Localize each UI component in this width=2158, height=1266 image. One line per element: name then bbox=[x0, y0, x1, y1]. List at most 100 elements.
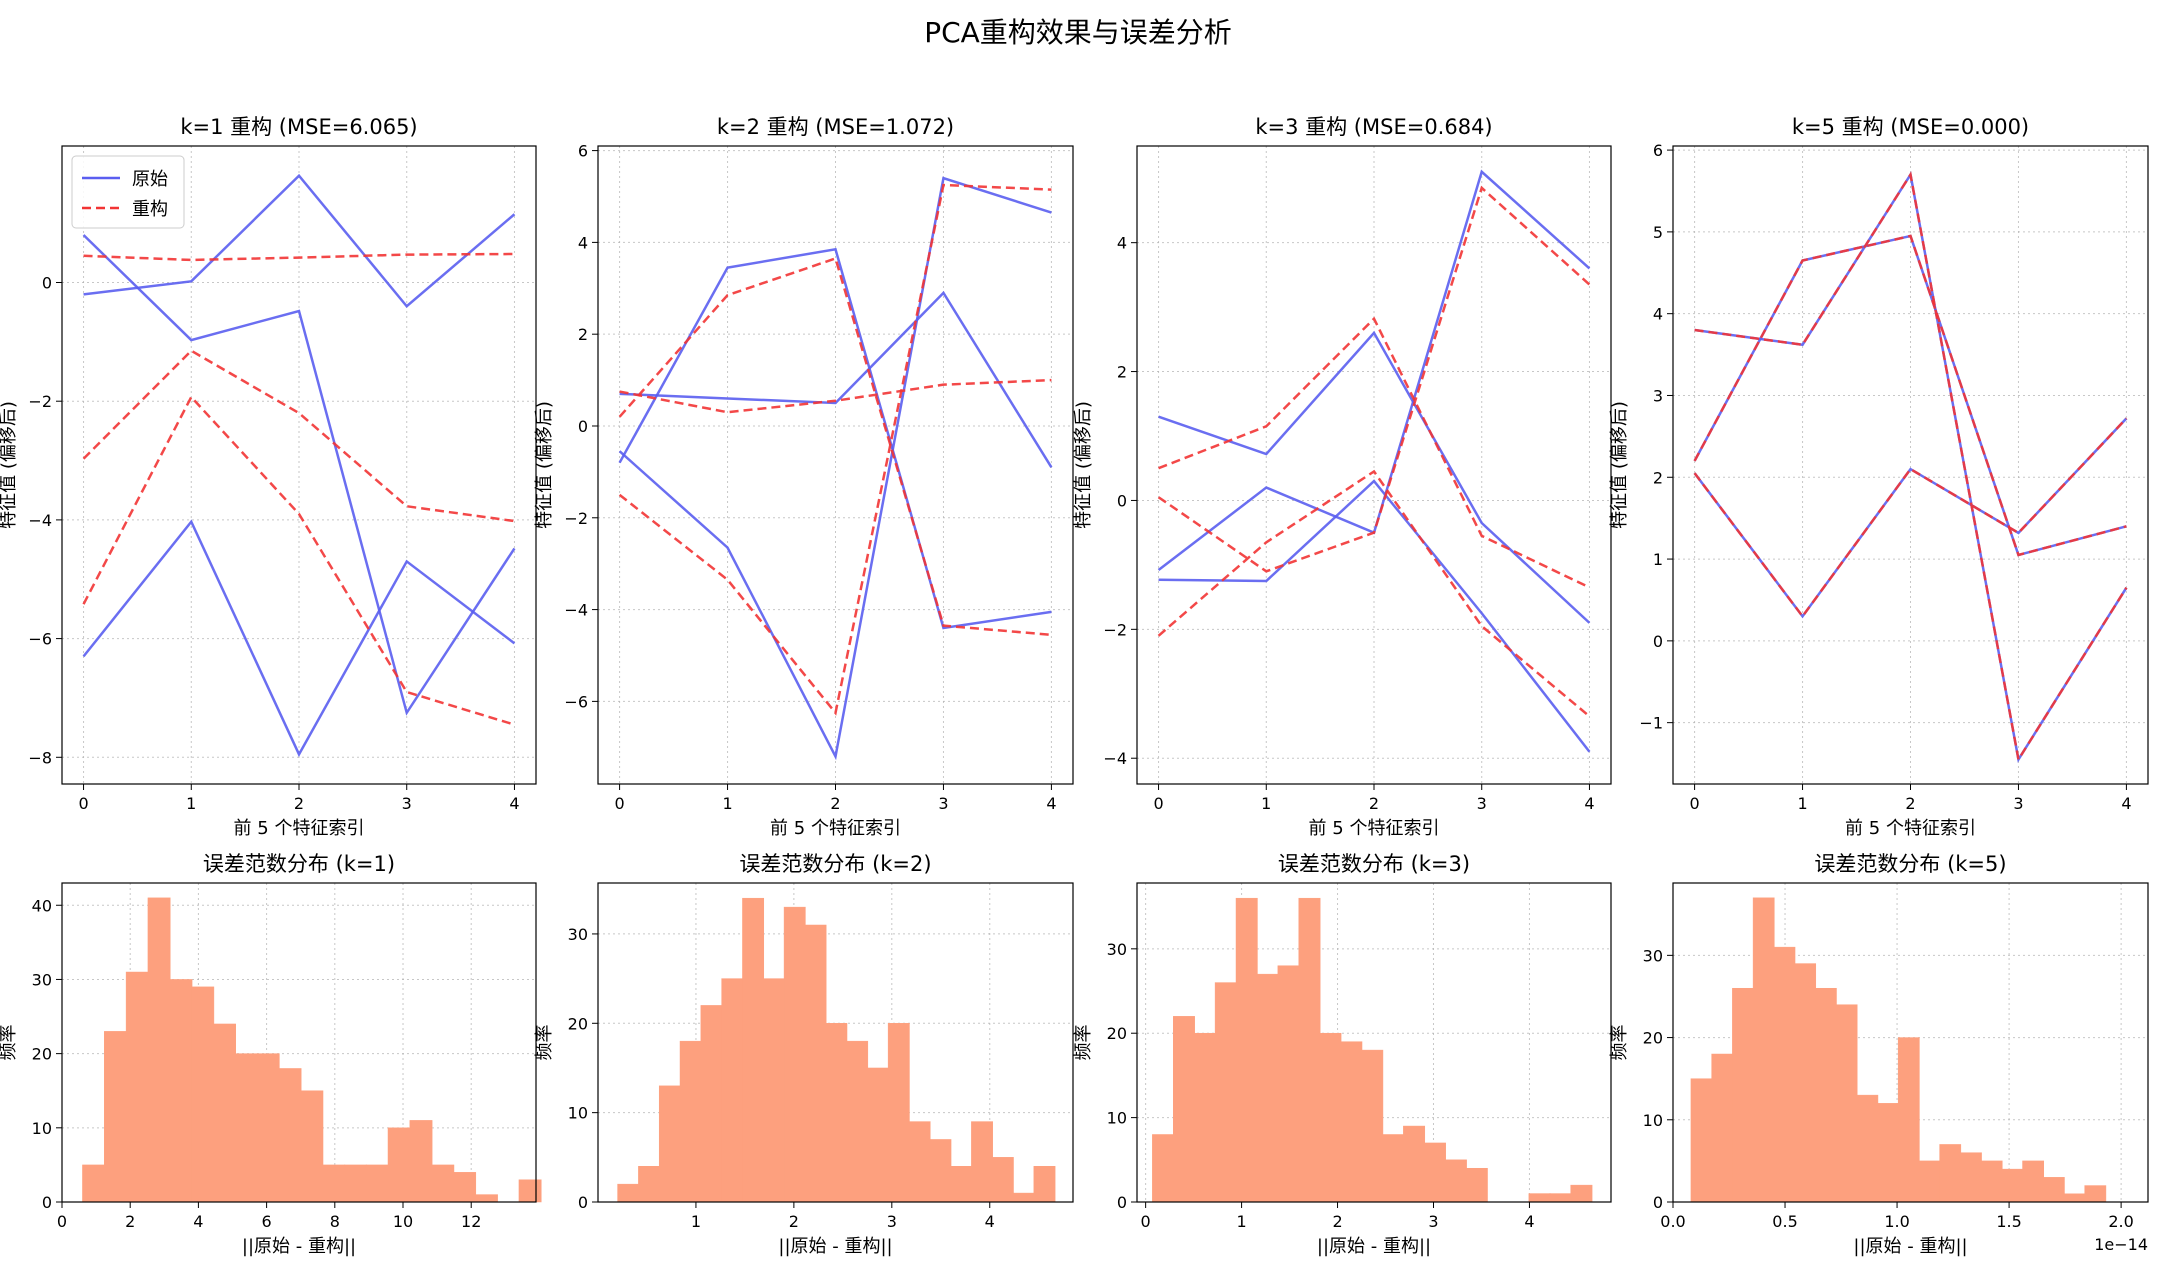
hist-bar-2 bbox=[638, 1166, 660, 1203]
x-tick-label: 3 bbox=[938, 794, 948, 813]
axes-frame bbox=[1672, 882, 2149, 1203]
x-tick-label: 2 bbox=[294, 794, 304, 813]
y-tick-label: 20 bbox=[1643, 1029, 1663, 1048]
y-tick-label: 5 bbox=[1653, 223, 1663, 242]
x-tick-label: 0 bbox=[1689, 794, 1699, 813]
hist-bar-16 bbox=[409, 1120, 433, 1203]
x-tick-label: 1 bbox=[186, 794, 196, 813]
y-axis-label: 频率 bbox=[534, 1025, 555, 1061]
y-tick-label: −2 bbox=[1103, 620, 1127, 639]
reconstructed-line-5 bbox=[1157, 185, 1591, 573]
y-tick-label: −4 bbox=[1103, 749, 1127, 768]
x-tick-label: 3 bbox=[2013, 794, 2023, 813]
y-axis-label: 特征值 (偏移后) bbox=[1609, 401, 1630, 529]
subplot-6: 1 2 3 4 0 10 20 30 误差范数分布 (k=2) ||原始 - 重构|| 频率 bbox=[534, 852, 1074, 1257]
x-tick-label: 3 bbox=[887, 1212, 897, 1231]
x-tick-label: 2 bbox=[1369, 794, 1379, 813]
subplot-5: 0 2 4 6 8 10 12 0 10 20 30 40 误差范数分布 (k=1) ||原始 - 重构|… bbox=[0, 852, 542, 1257]
hist-bar-17 bbox=[950, 1166, 973, 1203]
x-axis-label: ||原始 - 重构|| bbox=[1853, 1236, 1967, 1257]
y-tick-label: 0 bbox=[42, 1193, 52, 1212]
y-tick-label: 20 bbox=[32, 1045, 52, 1064]
subplot-title: 误差范数分布 (k=1) bbox=[203, 852, 395, 876]
subplot-title: 误差范数分布 (k=2) bbox=[739, 852, 931, 876]
y-tick-label: 20 bbox=[1107, 1024, 1127, 1043]
hist-bar-4 bbox=[147, 897, 171, 1203]
figure-suptitle: PCA重构效果与误差分析 bbox=[924, 16, 1232, 49]
y-tick-label: 10 bbox=[1107, 1109, 1127, 1128]
hist-bar-15 bbox=[387, 1127, 411, 1203]
hist-bar-13 bbox=[1939, 1144, 1962, 1203]
hist-bar-15 bbox=[908, 1121, 931, 1203]
y-axis-label: 特征值 (偏移后) bbox=[534, 401, 555, 529]
subplot-title: 误差范数分布 (k=3) bbox=[1278, 852, 1470, 876]
x-tick-label: 0 bbox=[1153, 794, 1163, 813]
hist-bar-1 bbox=[617, 1183, 640, 1203]
y-tick-label: 2 bbox=[1117, 363, 1127, 382]
hist-bar-14 bbox=[365, 1164, 389, 1203]
subplot-8: 0.0 0.5 1.0 1.5 2.0 0 10 20 30 误差范数分布 (k=5) ||原始 -… bbox=[1609, 852, 2149, 1257]
x-tick-label: 1 bbox=[1261, 794, 1271, 813]
original-line-1 bbox=[619, 290, 1053, 468]
x-tick-label: 1 bbox=[1236, 1212, 1246, 1231]
x-axis-label: 前 5 个特征索引 bbox=[234, 818, 365, 839]
hist-bar-18 bbox=[453, 1172, 477, 1203]
y-tick-label: 0 bbox=[1653, 1193, 1663, 1212]
hist-bar-17 bbox=[2022, 1160, 2045, 1203]
hist-bar-19 bbox=[475, 1194, 498, 1203]
x-tick-label: 1 bbox=[1797, 794, 1807, 813]
x-tick-label: 8 bbox=[330, 1212, 340, 1231]
hist-bar-14 bbox=[1424, 1142, 1446, 1203]
x-tick-label: 1 bbox=[691, 1212, 701, 1231]
subplot-4: 0 1 2 3 4 6 5 4 3 2 1 0 −1 k=5 重构 (MSE=0.000) 前 5 个特征索… bbox=[1609, 115, 2149, 839]
hist-bar-4 bbox=[1214, 982, 1237, 1203]
x-tick-label: 0 bbox=[57, 1212, 67, 1231]
x-tick-label: 2 bbox=[789, 1212, 799, 1231]
hist-bar-2 bbox=[104, 1031, 127, 1203]
x-tick-label: 2 bbox=[1905, 794, 1915, 813]
y-tick-label: 0 bbox=[42, 274, 52, 293]
legend-label-original: 原始 bbox=[132, 169, 168, 190]
hist-bar-11 bbox=[1897, 1037, 1920, 1203]
hist-bar-10 bbox=[804, 924, 827, 1203]
hist-bar-14 bbox=[1960, 1152, 1982, 1203]
y-tick-label: 10 bbox=[32, 1119, 52, 1138]
reconstructed-line-4 bbox=[619, 378, 1052, 414]
hist-bar-10 bbox=[1340, 1041, 1363, 1203]
hist-bar-6 bbox=[191, 986, 215, 1203]
y-tick-label: 40 bbox=[32, 896, 52, 915]
hist-bar-3 bbox=[1193, 1032, 1216, 1203]
y-tick-label: 0 bbox=[1117, 491, 1127, 510]
x-tick-label: 4 bbox=[985, 1212, 995, 1231]
hist-bar-19 bbox=[991, 1157, 1014, 1203]
y-tick-label: 0 bbox=[1117, 1193, 1127, 1212]
x-tick-label: 1.0 bbox=[1884, 1212, 1909, 1231]
hist-bar-7 bbox=[1277, 965, 1300, 1203]
subplot-title: k=5 重构 (MSE=0.000) bbox=[1792, 115, 2029, 139]
subplot-7: 0 1 2 3 4 0 10 20 30 误差范数分布 (k=3) ||原始 - 重构|| 频率 bbox=[1073, 852, 1612, 1257]
hist-bar-20 bbox=[1012, 1192, 1035, 1203]
y-tick-label: 30 bbox=[1107, 940, 1127, 959]
grid-lines bbox=[598, 146, 1073, 784]
y-tick-label: −4 bbox=[28, 511, 52, 530]
grid-lines bbox=[1673, 146, 2148, 784]
axes-frame bbox=[1136, 882, 1612, 1203]
hist-bar-21 bbox=[1033, 1166, 1056, 1203]
x-tick-label: 3 bbox=[1428, 1212, 1438, 1231]
hist-bar-10 bbox=[278, 1068, 302, 1203]
subplot-title: k=2 重构 (MSE=1.072) bbox=[717, 115, 954, 139]
reconstructed-line-4 bbox=[1694, 171, 2128, 763]
subplot-title: 误差范数分布 (k=5) bbox=[1814, 852, 2006, 876]
grid-lines bbox=[1137, 146, 1611, 784]
hist-bar-21 bbox=[1570, 1184, 1593, 1203]
axes-frame bbox=[597, 882, 1074, 1203]
x-tick-label: 3 bbox=[1477, 794, 1487, 813]
x-tick-label: 0 bbox=[1141, 1212, 1151, 1231]
hist-bar-9 bbox=[783, 906, 806, 1203]
hist-bar-6 bbox=[1794, 963, 1817, 1203]
subplot-title: k=3 重构 (MSE=0.684) bbox=[1255, 115, 1492, 139]
original-line-1 bbox=[83, 173, 516, 309]
x-tick-label: 6 bbox=[262, 1212, 272, 1231]
y-tick-label: 0 bbox=[578, 1193, 588, 1212]
